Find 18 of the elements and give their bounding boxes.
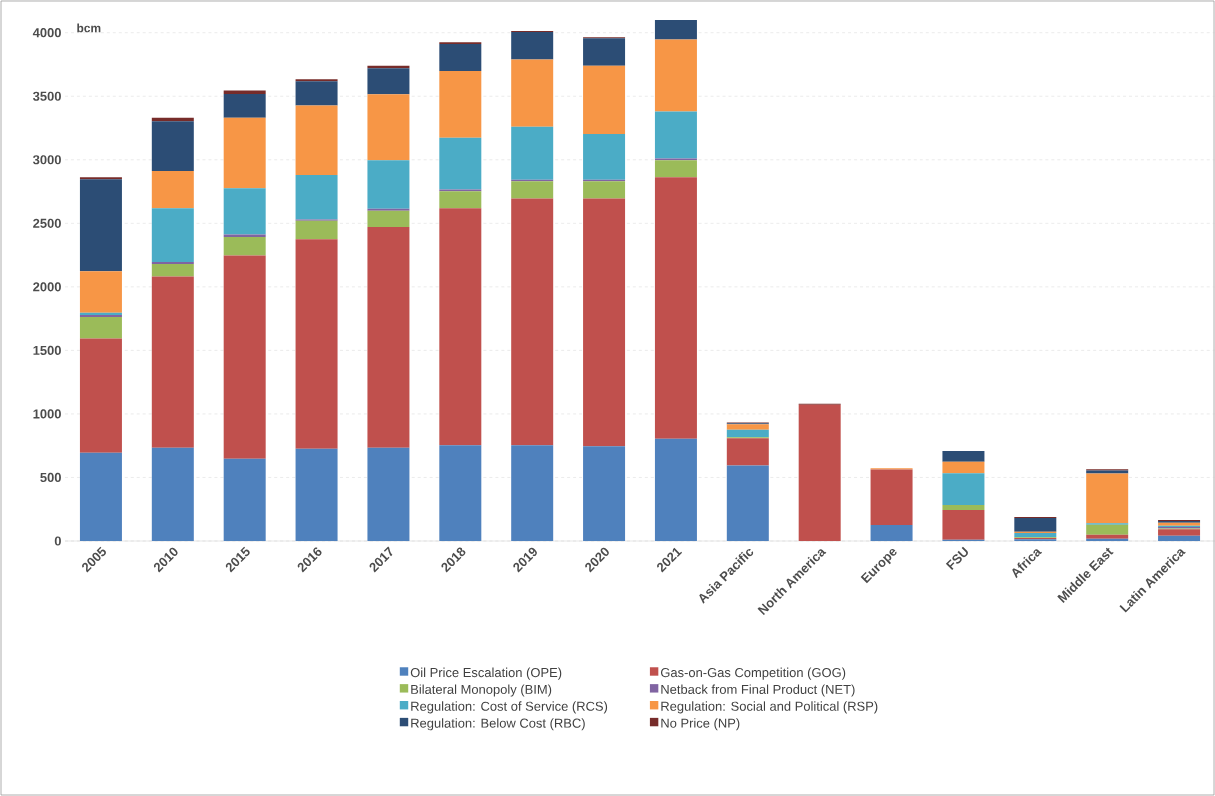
legend-label: Netback from Final Product (NET) [661,684,855,697]
y-tick-label: 0 [54,536,61,546]
y-tick-label: 4000 [32,28,61,38]
y-tick-label: 2000 [33,282,61,292]
y-tick-label: 3000 [32,155,61,165]
legend-label: Regulation: Below Cost (RBC) [411,718,585,731]
legend-label: Gas-on-Gas Competition (GOG) [660,667,846,680]
y-tick-label: 2500 [33,218,61,228]
legend-label: Regulation: Social and Political (RSP) [661,701,878,714]
y-tick-label: 1500 [33,345,61,355]
y-tick-label: 500 [40,472,61,483]
y-tick-label: 3500 [32,91,61,101]
legend-label: Oil Price Escalation (OPE) [410,667,562,680]
y-axis-title: bcm [77,23,101,33]
legend-label: Regulation: Cost of Service (RCS) [411,701,608,714]
legend-label: No Price (NP) [661,718,740,731]
y-tick-label: 1000 [33,409,61,419]
legend-label: Bilateral Monopoly (BIM) [411,684,552,697]
